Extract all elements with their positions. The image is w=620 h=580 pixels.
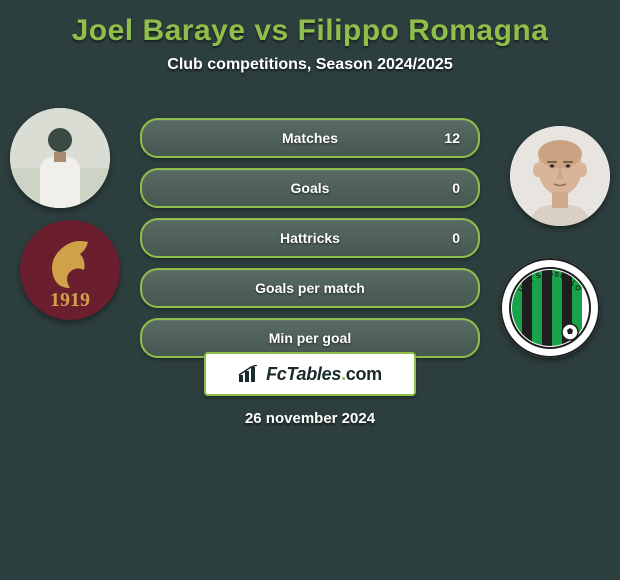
player-left-avatar (10, 108, 110, 208)
stat-row-gpm: Goals per match (140, 268, 480, 308)
page-title: Joel Baraye vs Filippo Romagna (0, 14, 620, 48)
brand-name: FcTables (266, 364, 341, 385)
stat-label: Min per goal (142, 320, 478, 356)
stat-label: Goals (142, 170, 478, 206)
page-subtitle: Club competitions, Season 2024/2025 (0, 56, 620, 74)
club-badge-left-year: 1919 (50, 289, 90, 311)
snapshot-date: 26 november 2024 (0, 410, 620, 427)
player-right-avatar (510, 126, 610, 226)
club-badge-right: U.S. SASSUOLO (500, 258, 600, 358)
club-badge-left: 1919 (20, 220, 120, 320)
stat-label: Hattricks (142, 220, 478, 256)
brand-suffix: com (346, 364, 382, 385)
stat-value-right: 0 (452, 170, 460, 206)
stat-row-matches: Matches 12 (140, 118, 480, 158)
bar-chart-icon (238, 365, 260, 383)
brand-logo: FcTables.com (204, 352, 416, 396)
stat-label: Goals per match (142, 270, 478, 306)
stat-label: Matches (142, 120, 478, 156)
stat-value-right: 0 (452, 220, 460, 256)
stat-row-hattricks: Hattricks 0 (140, 218, 480, 258)
stat-value-right: 12 (444, 120, 460, 156)
stat-row-goals: Goals 0 (140, 168, 480, 208)
stats-rows: Matches 12 Goals 0 Hattricks 0 Goals per… (140, 118, 480, 368)
